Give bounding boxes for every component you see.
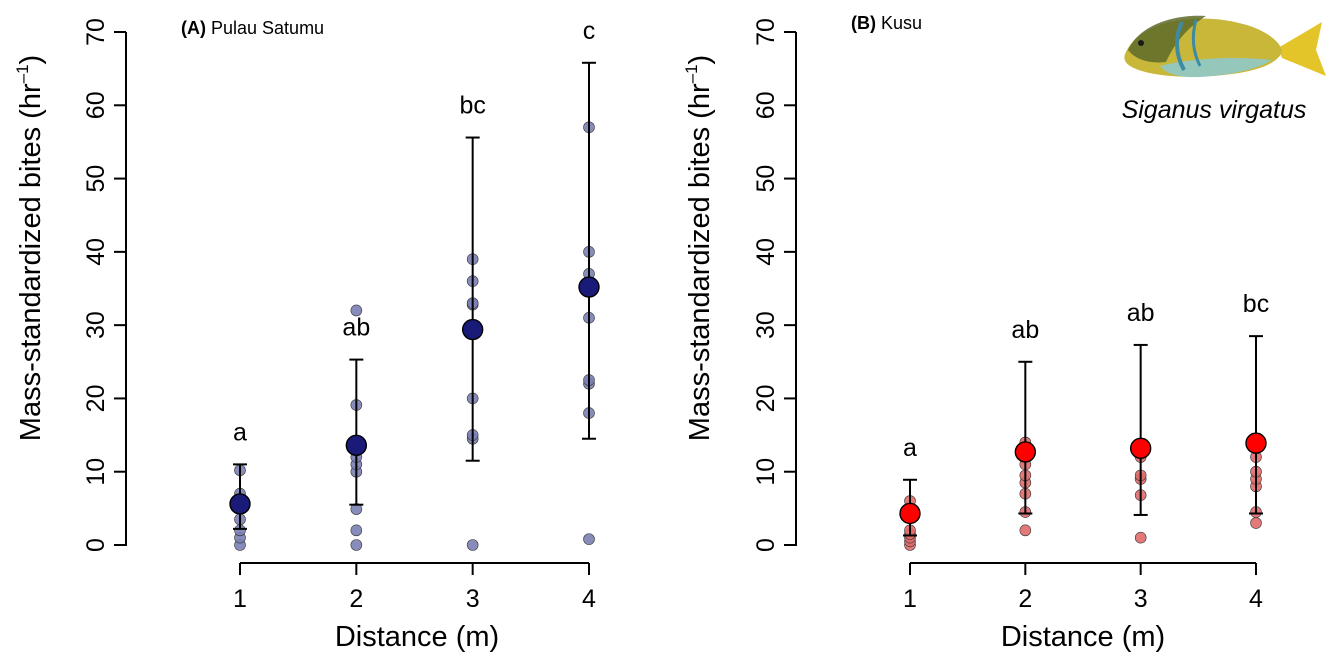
panel-a-y-ticks: 0 10 20 30 40 50 60 70 — [82, 18, 126, 552]
panel-b-y-tick-label: 40 — [752, 238, 780, 266]
panel-a-x-tick-label: 4 — [582, 585, 596, 613]
panel-b-site: Kusu — [881, 13, 922, 33]
fish-belly — [1160, 58, 1272, 78]
panel-b-y-tick-label: 60 — [752, 91, 780, 119]
svg-text:Mass-standardized bites (hr–1): Mass-standardized bites (hr–1) — [13, 55, 47, 441]
panel-a-data-point — [466, 539, 479, 551]
fish-eye — [1138, 40, 1144, 46]
panel-a-significance-letters: a ab bc c — [233, 17, 595, 447]
panel-a-x-ticks: 1 2 3 4 — [233, 563, 596, 613]
panel-a-title: (A) Pulau Satumu — [181, 18, 324, 38]
panel-a-y-tick-label: 50 — [82, 165, 110, 193]
panel-a-letter: (A) — [181, 18, 206, 38]
panel-b-mean-point — [899, 502, 921, 525]
panel-b-x-tick-label: 1 — [903, 585, 917, 613]
panel-a-data-point — [350, 304, 363, 317]
panel-b-points — [904, 432, 1262, 551]
panel-b-letter: (B) — [851, 13, 876, 33]
panel-b-y-tick-label: 70 — [752, 18, 780, 46]
panel-b-x-ticks: 1 2 3 4 — [903, 563, 1263, 613]
panel-b-x-tick-label: 3 — [1134, 585, 1148, 613]
panel-a-data-point — [350, 524, 363, 537]
panel-b-ylabel-sup: –1 — [682, 64, 701, 83]
panel-b-y-tick-label: 50 — [752, 165, 780, 193]
species-label: Siganus virgatus — [1122, 96, 1307, 124]
panel-b-data-point — [1019, 524, 1032, 537]
fish-illustration — [1124, 15, 1326, 78]
fish-stripe — [1191, 19, 1202, 67]
panel-a-y-tick-label: 60 — [82, 91, 110, 119]
fish-back — [1128, 15, 1206, 63]
fish-stripe — [1175, 21, 1186, 71]
panel-a-x-tick-label: 3 — [466, 585, 480, 613]
svg-text:Mass-standardized bites (hr–1): Mass-standardized bites (hr–1) — [682, 55, 716, 441]
panel-b-x-tick-label: 2 — [1018, 585, 1032, 613]
panel-a-ylabel: Mass-standardized bites (hr — [15, 83, 47, 441]
panel-a: (A) Pulau Satumu Mass-standardized bites … — [13, 17, 600, 653]
panel-a-mean-point — [578, 276, 600, 298]
panel-b-significance-letter: ab — [1011, 316, 1039, 344]
panel-a-y-tick-label: 40 — [82, 238, 110, 266]
panel-a-mean-point — [461, 318, 484, 341]
panel-a-significance-letter: ab — [342, 314, 370, 342]
panel-a-x-axis-title: Distance (m) — [335, 621, 499, 653]
panel-b-significance-letter: bc — [1243, 290, 1269, 318]
panel-b-y-tick-label: 30 — [752, 311, 780, 339]
panel-a-mean-point — [229, 493, 251, 515]
panel-b-significance-letter: a — [903, 434, 917, 462]
panel-a-y-tick-label: 30 — [82, 311, 110, 339]
panel-a-y-tick-label: 0 — [82, 538, 110, 552]
panel-a-means — [229, 276, 600, 515]
panel-b-error-bars — [903, 335, 1263, 537]
panel-a-significance-letter: bc — [459, 92, 485, 120]
panel-b-significance-letters: a ab ab bc — [903, 290, 1269, 462]
panel-a-y-tick-label: 20 — [82, 385, 110, 413]
panel-a-y-axis-title: Mass-standardized bites (hr–1) — [13, 55, 47, 441]
panel-b-x-tick-label: 4 — [1249, 585, 1263, 613]
panel-a-y-tick-label: 10 — [82, 458, 110, 486]
panel-b-mean-point — [1129, 437, 1152, 459]
panel-b-ylabel: Mass-standardized bites (hr — [684, 83, 716, 441]
panel-a-mean-point — [345, 434, 368, 457]
panel-a-error-bars — [233, 61, 596, 530]
panel-b-data-point — [1134, 531, 1147, 544]
panel-b-y-axis-title: Mass-standardized bites (hr–1) — [682, 55, 716, 441]
panel-b-y-tick-label: 20 — [752, 385, 780, 413]
panel-b-mean-point — [1014, 441, 1037, 463]
panel-a-significance-letter: c — [583, 17, 596, 45]
panel-b-y-ticks: 0 10 20 30 40 50 60 70 — [752, 18, 796, 552]
panel-b-significance-letter: ab — [1127, 299, 1155, 327]
panel-a-y-tick-label: 70 — [82, 18, 110, 46]
panel-a-x-tick-label: 1 — [233, 585, 247, 613]
panel-a-data-point — [583, 533, 595, 545]
panel-b-data-point — [1250, 517, 1262, 529]
panel-b-ylabel-close: ) — [684, 55, 716, 65]
panel-a-significance-letter: a — [233, 418, 247, 446]
panel-a-x-tick-label: 2 — [349, 585, 363, 613]
panel-b-y-tick-label: 10 — [752, 458, 780, 486]
panel-a-site: Pulau Satumu — [211, 18, 324, 38]
panel-a-data-point — [350, 539, 363, 551]
panel-b: (B) Kusu Mass-standardized bites (hr–1) D… — [682, 13, 1269, 653]
panel-b-mean-point — [1245, 432, 1267, 454]
panel-a-ylabel-sup: –1 — [13, 64, 32, 83]
panel-a-points — [234, 121, 595, 551]
panel-b-y-tick-label: 0 — [752, 538, 780, 552]
panel-b-means — [899, 432, 1267, 525]
fish-tail — [1278, 22, 1326, 76]
panel-b-x-axis-title: Distance (m) — [1001, 621, 1165, 653]
panel-a-ylabel-close: ) — [15, 55, 47, 65]
panel-b-title: (B) Kusu — [851, 13, 922, 33]
